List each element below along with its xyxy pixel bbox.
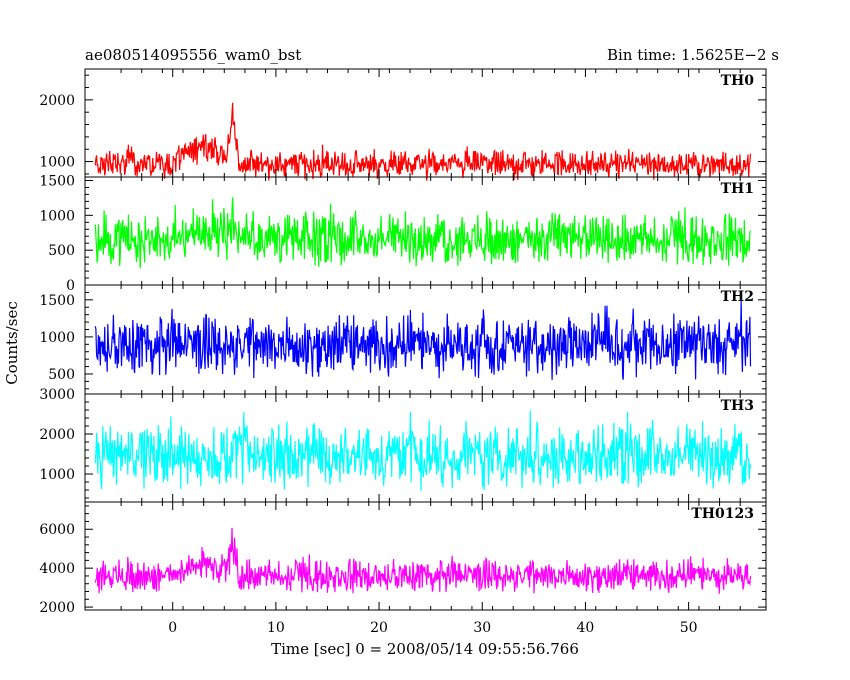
bin-time-label: Bin time: 1.5625E−2 s: [607, 46, 779, 64]
y-tick-label: 500: [48, 243, 75, 259]
x-tick-label: 0: [168, 620, 177, 636]
y-tick-label: 1000: [39, 330, 75, 346]
chart-title: ae080514095556_wam0_bst: [85, 46, 301, 64]
panel-label: TH1: [721, 181, 754, 197]
y-axis-label: Counts/sec: [3, 301, 21, 385]
y-tick-label: 4000: [39, 561, 75, 577]
y-tick-label: 1000: [39, 208, 75, 224]
series-th0123: [94, 527, 752, 594]
y-tick-label: 1000: [39, 155, 75, 171]
panel-frame: [84, 501, 767, 611]
series-th2: [94, 299, 752, 380]
x-tick-label: 40: [577, 620, 595, 636]
y-tick-label: 2000: [39, 93, 75, 109]
x-tick-label: 20: [370, 620, 388, 636]
x-axis-label: Time [sec] 0 = 2008/05/14 09:55:56.766: [271, 640, 579, 658]
panel-frame: [84, 393, 767, 503]
panel-label: TH3: [721, 398, 754, 414]
x-tick-label: 10: [267, 620, 285, 636]
y-tick-label: 2000: [39, 600, 75, 616]
panel-th0123: TH0123 2000 4000 6000: [39, 501, 767, 616]
y-tick-label: 1500: [39, 293, 75, 309]
series-th0: [94, 102, 752, 181]
panel-th0: TH0 1000 2000: [39, 68, 767, 181]
y-tick-label: 3000: [39, 387, 75, 403]
x-tick-label: 30: [473, 620, 491, 636]
series-th1: [94, 197, 752, 269]
y-tick-label: 2000: [39, 427, 75, 443]
panel-label: TH0123: [691, 506, 754, 522]
panel-label: TH2: [721, 289, 754, 305]
y-tick-label: 1500: [39, 173, 75, 189]
panels: TH010002000TH1050010001500TH250010001500…: [39, 68, 767, 636]
panel-label: TH0: [721, 73, 755, 89]
panel-th1: TH1 0 500 1000 1500: [39, 173, 767, 294]
x-tick-label: 50: [680, 620, 698, 636]
y-tick-label: 1000: [39, 467, 75, 483]
panel-th2: TH2 500 1000 1500: [39, 284, 767, 395]
y-tick-label: 6000: [39, 522, 75, 538]
series-th3: [94, 410, 752, 491]
y-tick-label: 500: [48, 367, 75, 383]
y-tick-label: 0: [66, 278, 75, 294]
panel-th3: TH3 1000 2000 3000: [39, 387, 767, 503]
